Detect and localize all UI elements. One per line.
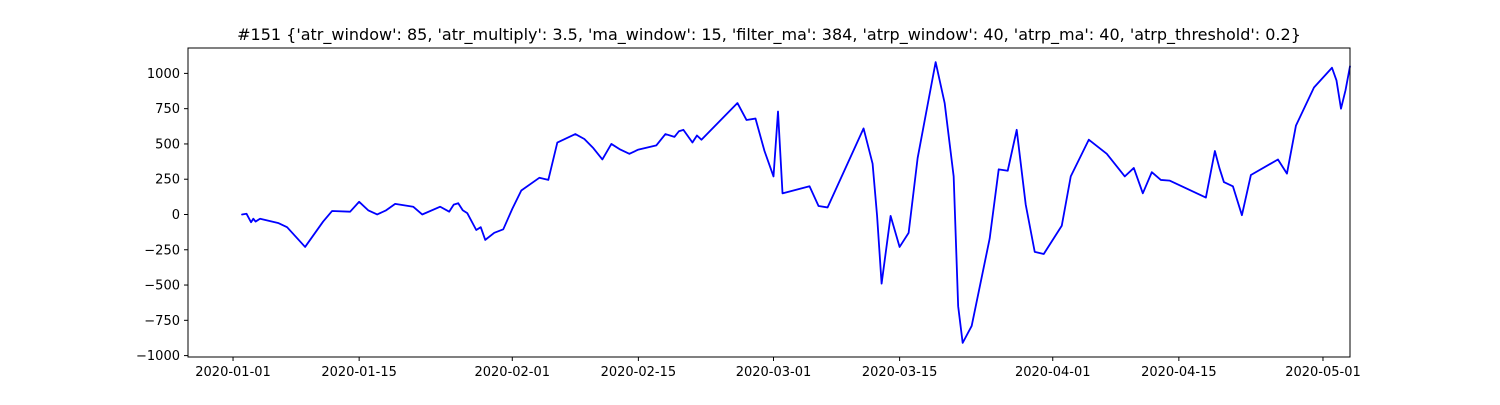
y-tick-label-5: 250 <box>155 173 180 188</box>
x-tick-label-1: 2020-01-15 <box>321 365 397 380</box>
series-line-0 <box>241 61 1351 344</box>
x-tick-label-5: 2020-03-15 <box>862 365 938 380</box>
x-tick-label-4: 2020-03-01 <box>736 365 812 380</box>
x-tick-label-7: 2020-04-15 <box>1141 365 1217 380</box>
y-tick-label-8: 1000 <box>147 67 180 82</box>
y-tick-label-6: 500 <box>155 137 180 152</box>
x-tick-label-0: 2020-01-01 <box>195 365 271 380</box>
plot-frame <box>187 47 1351 358</box>
axes: 2020-01-01 2020-01-15 2020-02-01 2020-02-15… <box>136 47 1361 380</box>
plot-area <box>241 61 1351 344</box>
x-tick-label-3: 2020-02-15 <box>601 365 677 380</box>
x-tick-label-8: 2020-05-01 <box>1285 365 1361 380</box>
x-tick-label-2: 2020-02-01 <box>474 365 550 380</box>
x-tick-label-6: 2020-04-01 <box>1015 365 1091 380</box>
y-tick-label-0: −1000 <box>136 349 180 364</box>
chart-title: #151 {'atr_window': 85, 'atr_multiply': … <box>237 25 1301 45</box>
y-tick-label-1: −750 <box>144 314 180 329</box>
y-tick-label-4: 0 <box>172 208 180 223</box>
y-tick-label-2: −500 <box>144 279 180 294</box>
y-tick-label-3: −250 <box>144 243 180 258</box>
y-tick-label-7: 750 <box>155 102 180 117</box>
